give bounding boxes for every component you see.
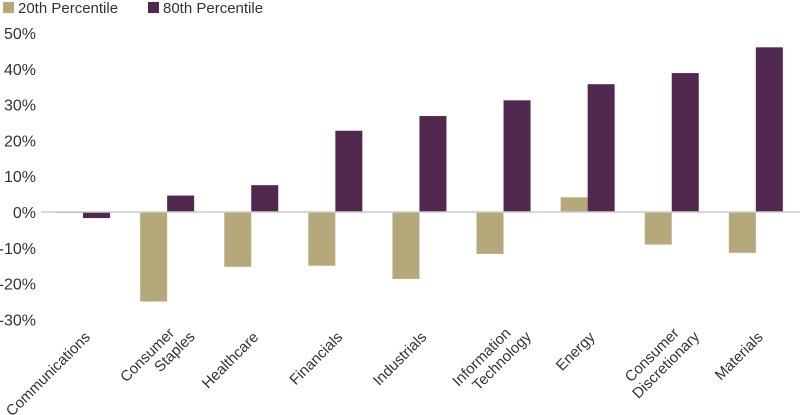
bar-20th [644, 212, 672, 245]
y-tick-label: 20% [4, 133, 36, 150]
legend-label: 20th Percentile [18, 0, 118, 17]
bar-80th [587, 84, 615, 212]
y-tick-label: -20% [0, 277, 36, 294]
x-tick-label: Materials [712, 329, 767, 384]
y-tick-label: -10% [0, 241, 36, 258]
x-tick-label-line: Financials [286, 329, 346, 389]
x-tick-label: ConsumerDiscretionary [617, 316, 703, 402]
bar-80th [419, 116, 447, 212]
x-tick-label-line: Energy [553, 328, 599, 374]
bar-80th [755, 47, 783, 212]
bar-80th [167, 195, 195, 212]
y-tick-label: 40% [4, 62, 36, 79]
bar-20th [728, 212, 756, 253]
x-tick-label-line: Communications [3, 329, 94, 415]
x-tick-label-line: Materials [712, 329, 767, 384]
bar-80th [251, 185, 279, 212]
x-tick-label: Industrials [370, 329, 430, 389]
x-tick-label-line: Healthcare [199, 329, 262, 392]
y-tick-label: 30% [4, 98, 36, 115]
x-tick-label: Energy [553, 328, 599, 374]
bar-20th [392, 212, 420, 279]
x-tick-label: ConsumerStaples [117, 316, 198, 397]
y-tick-label: 50% [4, 26, 36, 43]
x-tick-label: Financials [286, 329, 346, 389]
bar-80th [671, 73, 699, 212]
bar-20th [308, 212, 336, 266]
legend-swatch [148, 2, 159, 13]
x-tick-label: Healthcare [199, 329, 262, 392]
bar-20th [560, 197, 588, 212]
legend-label: 80th Percentile [163, 0, 263, 17]
bar-20th [476, 212, 504, 254]
x-tick-label: InformationTechnology [449, 316, 535, 402]
y-tick-label: -30% [0, 312, 36, 329]
legend-swatch [3, 2, 14, 13]
y-tick-label: 10% [4, 169, 36, 186]
bar-80th [83, 212, 111, 219]
x-tick-label-line: Industrials [370, 329, 430, 389]
bar-80th [335, 130, 363, 212]
y-tick-label: 0% [13, 205, 36, 222]
bar-20th [140, 212, 168, 302]
bar-80th [503, 100, 531, 212]
bar-20th [224, 212, 252, 267]
x-tick-label: Communications [3, 329, 94, 415]
